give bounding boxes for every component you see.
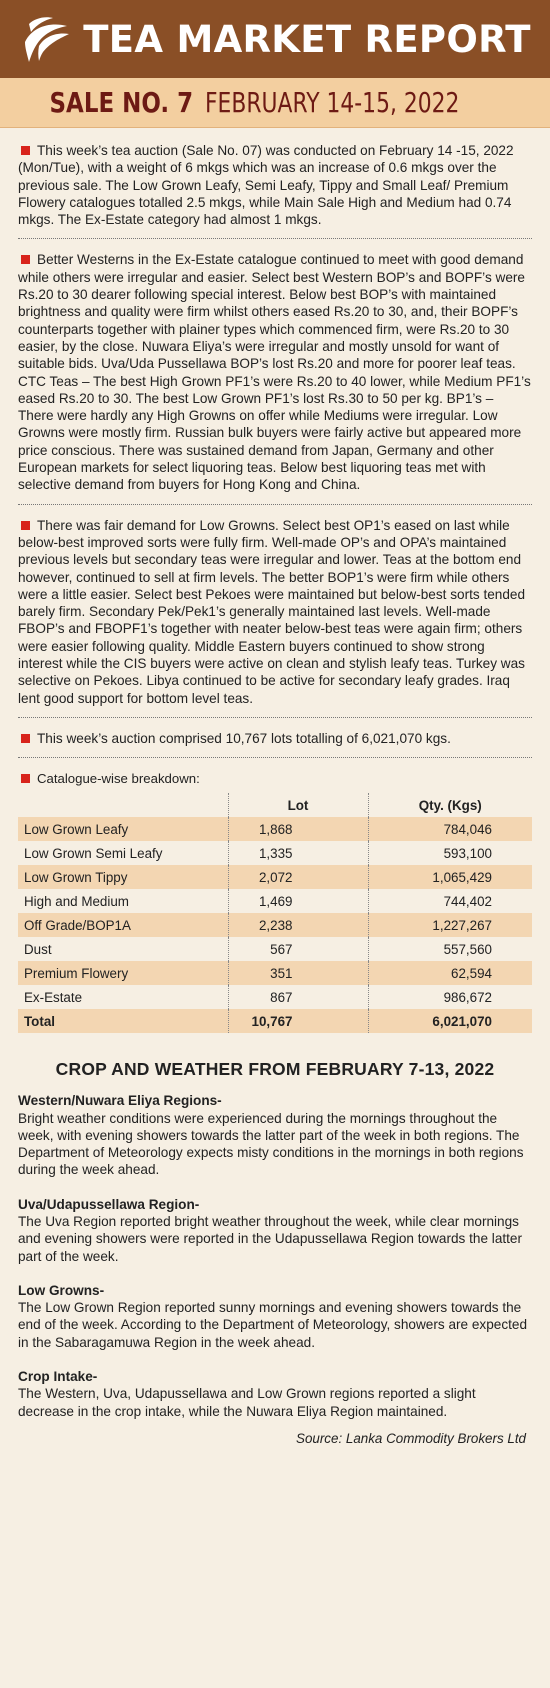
table-header-row: Lot Qty. (Kgs)	[18, 793, 532, 818]
row-qty: 784,046	[368, 817, 532, 842]
row-lot: 567	[227, 937, 369, 962]
table-row: Dust 567 557,560	[18, 937, 532, 962]
table-row: Ex-Estate 867 986,672	[18, 985, 532, 1010]
dotted-divider	[18, 757, 532, 759]
paragraph-lots-total: This week’s auction comprised 10,767 lot…	[18, 730, 532, 757]
report-title: TEA MARKET REPORT	[83, 17, 531, 61]
row-category: Off Grade/BOP1A	[18, 913, 228, 938]
row-qty: 986,672	[368, 985, 532, 1010]
table-row: Low Grown Semi Leafy 1,335 593,100	[18, 841, 532, 866]
row-category: Low Grown Leafy	[18, 817, 228, 842]
region-text: The Uva Region reported bright weather t…	[18, 1213, 523, 1264]
column-header-lot: Lot	[227, 793, 369, 818]
row-lot: 1,469	[227, 889, 369, 914]
red-square-bullet-icon	[21, 733, 30, 743]
region-text: The Western, Uva, Udapussellawa and Low …	[18, 1386, 476, 1419]
region-low-growns: Low Growns- The Low Grown Region reporte…	[18, 1282, 532, 1351]
row-category: Low Grown Semi Leafy	[18, 841, 228, 866]
row-qty: 557,560	[368, 937, 532, 962]
region-crop-intake: Crop Intake- The Western, Uva, Udapussel…	[18, 1368, 532, 1420]
region-title: Western/Nuwara Eliya Regions-	[18, 1093, 222, 1109]
sale-date: FEBRUARY 14-15, 2022	[205, 86, 460, 119]
row-lot: 2,072	[227, 865, 369, 890]
region-western-nuwara-eliya: Western/Nuwara Eliya Regions- Bright wea…	[18, 1092, 532, 1178]
report-content: This week’s tea auction (Sale No. 07) wa…	[0, 128, 550, 1446]
region-text: Bright weather conditions were experienc…	[18, 1110, 524, 1178]
total-qty: 6,021,070	[368, 1009, 532, 1034]
dotted-divider	[18, 716, 532, 718]
paragraph-low-growns: There was fair demand for Low Growns. Se…	[18, 517, 526, 706]
table-row: High and Medium 1,469 744,402	[18, 889, 532, 914]
red-square-bullet-icon	[21, 774, 30, 784]
row-qty: 62,594	[368, 961, 532, 986]
catalogue-heading: Catalogue-wise breakdown:	[18, 770, 532, 793]
row-qty: 744,402	[368, 889, 532, 914]
row-category: Dust	[18, 937, 228, 962]
tea-leaf-logo-icon	[19, 12, 73, 66]
paragraph-auction-summary: This week’s tea auction (Sale No. 07) wa…	[18, 143, 514, 228]
column-header-qty: Qty. (Kgs)	[418, 797, 482, 813]
row-qty: 593,100	[368, 841, 532, 866]
region-title: Crop Intake-	[18, 1369, 98, 1385]
region-uva-udapussellawa: Uva/Udapussellawa Region- The Uva Region…	[18, 1196, 532, 1265]
source-credit: Source: Lanka Commodity Brokers Ltd	[296, 1430, 526, 1446]
row-category: High and Medium	[18, 889, 228, 914]
column-header-category	[18, 793, 228, 817]
row-qty: 1,065,429	[368, 865, 532, 890]
table-row: Low Grown Leafy 1,868 784,046	[18, 817, 532, 842]
row-lot: 867	[227, 985, 369, 1010]
region-title: Low Growns-	[18, 1282, 105, 1298]
row-category: Low Grown Tippy	[18, 865, 228, 890]
row-lot: 1,335	[227, 841, 369, 866]
region-title: Uva/Udapussellawa Region-	[18, 1196, 200, 1212]
row-lot: 351	[227, 961, 369, 986]
total-label: Total	[18, 1009, 228, 1034]
sale-bar: SALE NO. 7 FEBRUARY 14-15, 2022	[0, 78, 550, 128]
row-lot: 2,238	[227, 913, 369, 938]
red-square-bullet-icon	[21, 520, 30, 530]
table-row: Off Grade/BOP1A 2,238 1,227,267	[18, 913, 532, 938]
crop-weather-title: CROP AND WEATHER FROM FEBRUARY 7-13, 202…	[55, 1059, 495, 1080]
sale-number: SALE NO. 7	[49, 86, 194, 119]
row-lot: 1,868	[227, 817, 369, 842]
table-row: Low Grown Tippy 2,072 1,065,429	[18, 865, 532, 890]
table-total-row: Total 10,767 6,021,070	[18, 1009, 532, 1034]
paragraph-ex-estate: Better Westerns in the Ex-Estate catalog…	[18, 252, 531, 493]
row-qty: 1,227,267	[368, 913, 532, 938]
row-category: Ex-Estate	[18, 985, 228, 1010]
dotted-divider	[18, 503, 532, 505]
red-square-bullet-icon	[21, 255, 30, 265]
dotted-divider	[18, 238, 532, 240]
table-row: Premium Flowery 351 62,594	[18, 961, 532, 986]
red-square-bullet-icon	[21, 146, 30, 155]
report-header: TEA MARKET REPORT	[0, 0, 550, 78]
region-text: The Low Grown Region reported sunny morn…	[18, 1300, 528, 1350]
row-category: Premium Flowery	[18, 961, 228, 986]
catalogue-table: Lot Qty. (Kgs) Low Grown Leafy 1,868 784…	[18, 793, 532, 1034]
total-lot: 10,767	[227, 1009, 369, 1034]
